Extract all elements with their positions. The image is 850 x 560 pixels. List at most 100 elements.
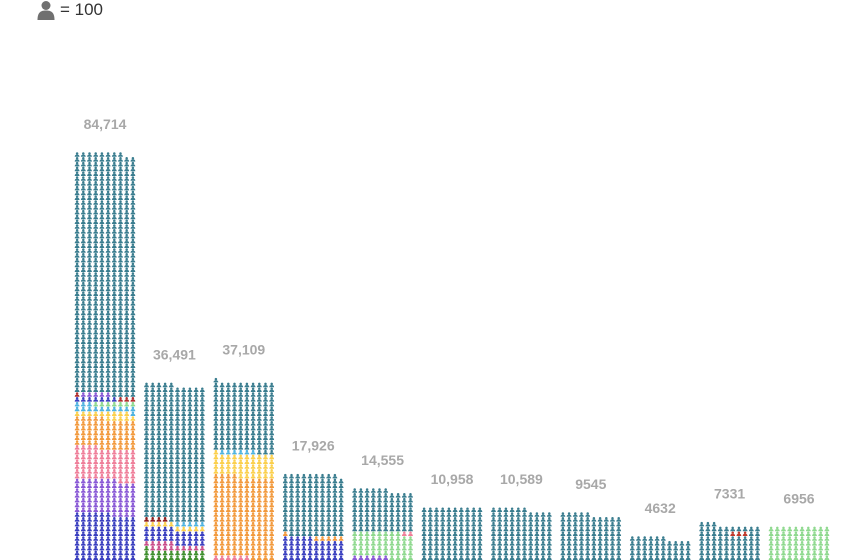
person-icon bbox=[263, 507, 268, 512]
person-icon bbox=[87, 550, 92, 556]
person-icon bbox=[168, 541, 174, 546]
person-icon bbox=[130, 214, 136, 220]
person-icon bbox=[307, 493, 313, 498]
person-icon bbox=[793, 550, 799, 556]
person-icon bbox=[111, 392, 117, 397]
person-icon bbox=[724, 550, 729, 556]
person-icon bbox=[238, 502, 244, 508]
person-icon bbox=[434, 521, 439, 527]
person-icon bbox=[99, 166, 105, 172]
person-icon bbox=[118, 301, 123, 306]
person-icon bbox=[118, 224, 123, 229]
person-icon bbox=[295, 550, 301, 556]
person-icon bbox=[111, 296, 117, 301]
person-icon bbox=[263, 449, 268, 455]
person-icon bbox=[105, 291, 111, 296]
person-icon bbox=[87, 219, 92, 224]
person-icon bbox=[395, 555, 401, 560]
person-icon bbox=[610, 531, 615, 536]
person-icon bbox=[232, 478, 237, 484]
person-icon bbox=[232, 382, 237, 388]
person-icon bbox=[301, 531, 307, 536]
person-icon bbox=[263, 382, 268, 388]
person-icon bbox=[124, 190, 130, 196]
person-icon bbox=[124, 373, 130, 378]
person-icon bbox=[320, 521, 325, 527]
person-icon bbox=[111, 536, 117, 541]
person-icon bbox=[87, 454, 92, 460]
person-icon bbox=[465, 545, 470, 551]
person-icon bbox=[187, 459, 193, 464]
person-icon bbox=[263, 488, 268, 493]
person-icon bbox=[679, 545, 685, 551]
person-icon bbox=[187, 440, 193, 445]
person-icon bbox=[130, 536, 136, 541]
person-icon bbox=[332, 483, 338, 488]
person-icon bbox=[326, 531, 332, 536]
person-icon bbox=[118, 334, 123, 340]
person-icon bbox=[93, 401, 99, 407]
person-icon bbox=[168, 401, 174, 407]
person-icon bbox=[282, 502, 288, 508]
person-icon bbox=[358, 545, 364, 551]
person-icon bbox=[370, 536, 376, 541]
person-icon bbox=[383, 502, 389, 508]
person-icon bbox=[591, 545, 597, 551]
person-icon bbox=[364, 493, 370, 498]
person-icon bbox=[408, 497, 413, 503]
person-icon bbox=[295, 555, 301, 560]
person-icon bbox=[168, 397, 174, 402]
person-icon bbox=[150, 536, 156, 541]
person-icon bbox=[458, 521, 464, 527]
person-icon bbox=[282, 531, 288, 536]
person-icon bbox=[118, 401, 123, 407]
person-icon bbox=[250, 397, 256, 402]
person-icon bbox=[219, 526, 225, 532]
person-icon bbox=[705, 550, 711, 556]
person-icon bbox=[748, 531, 754, 536]
person-icon bbox=[181, 545, 187, 551]
person-icon bbox=[74, 229, 80, 234]
person-icon bbox=[87, 363, 92, 368]
person-icon bbox=[99, 358, 105, 364]
person-icon bbox=[263, 469, 268, 474]
person-icon bbox=[491, 536, 496, 541]
person-icon bbox=[105, 416, 111, 421]
person-icon bbox=[111, 531, 117, 536]
person-icon bbox=[87, 166, 92, 172]
person-icon bbox=[401, 497, 407, 503]
person-icon bbox=[256, 392, 262, 397]
person-icon bbox=[181, 464, 187, 469]
person-icon bbox=[74, 238, 80, 244]
person-icon bbox=[238, 473, 244, 479]
person-icon bbox=[118, 267, 123, 272]
person-icon bbox=[452, 541, 458, 546]
person-icon bbox=[421, 512, 427, 517]
person-icon bbox=[238, 464, 244, 469]
person-icon bbox=[130, 353, 136, 359]
person-icon bbox=[748, 526, 754, 532]
person-icon bbox=[87, 387, 92, 392]
person-icon bbox=[80, 454, 86, 460]
person-icon bbox=[111, 377, 117, 383]
person-icon bbox=[74, 445, 80, 450]
person-icon bbox=[111, 473, 117, 479]
person-icon bbox=[320, 497, 325, 503]
person-icon bbox=[269, 440, 275, 445]
person-icon bbox=[87, 497, 92, 503]
person-icon bbox=[168, 536, 174, 541]
person-icon bbox=[93, 344, 99, 349]
person-icon bbox=[93, 382, 99, 388]
person-icon bbox=[156, 435, 162, 440]
bar-value-label: 6956 bbox=[783, 490, 814, 506]
person-icon bbox=[540, 512, 546, 517]
person-icon bbox=[320, 531, 325, 536]
person-icon bbox=[358, 521, 364, 527]
person-icon bbox=[219, 541, 225, 546]
person-icon bbox=[181, 440, 187, 445]
person-icon bbox=[118, 478, 123, 484]
person-icon bbox=[370, 512, 376, 517]
person-icon bbox=[181, 459, 187, 464]
person-icon bbox=[805, 555, 811, 560]
person-icon bbox=[338, 531, 344, 536]
